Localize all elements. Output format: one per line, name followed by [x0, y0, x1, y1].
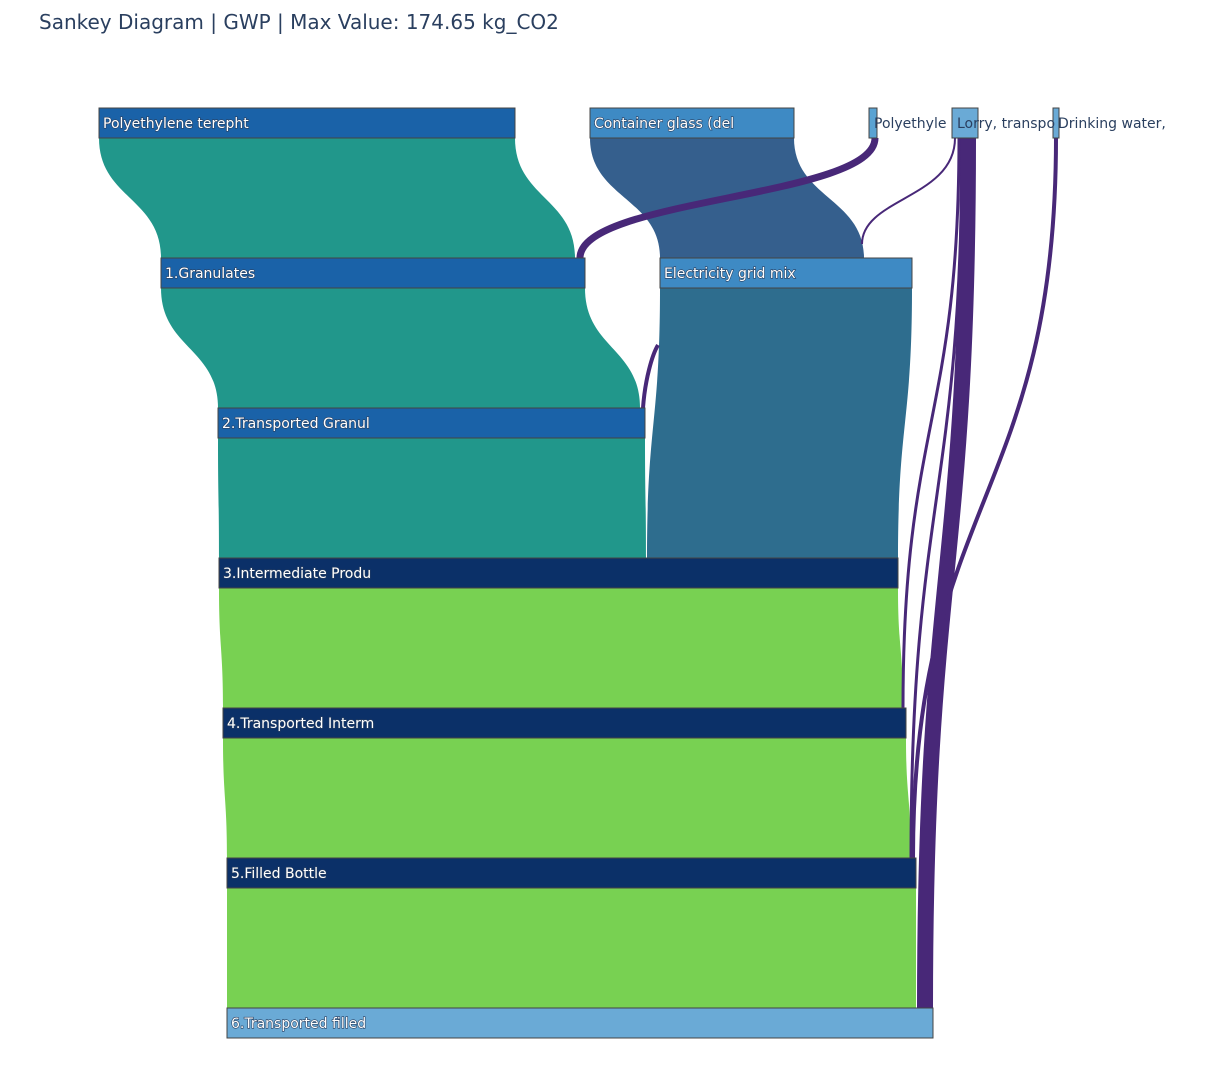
- link-lorry-to-transported-intermediate[interactable]: [901, 137, 961, 709]
- node-lorry-transport[interactable]: [951, 107, 979, 139]
- link-electricity-to-intermediate[interactable]: [647, 288, 912, 558]
- link-pet-to-granulates[interactable]: [99, 138, 575, 258]
- node-container-glass[interactable]: [589, 107, 795, 139]
- link-lorry-to-filled-bottle[interactable]: [909, 137, 964, 859]
- node-transported-filled[interactable]: [226, 1007, 934, 1039]
- label-electricity-grid-mix: Electricity grid mix: [664, 266, 796, 282]
- node-intermediate-product[interactable]: [218, 557, 899, 589]
- label-filled-bottle: 5.Filled Bottle: [231, 866, 327, 882]
- label-transported-granulates: 2.Transported Granul: [222, 416, 370, 432]
- link-filled-bottle-to-transported-filled[interactable]: [227, 888, 916, 1008]
- label-drinking-water: Drinking water,: [1058, 116, 1166, 132]
- link-transported-granulates-to-intermediate[interactable]: [218, 438, 646, 558]
- node-granulates[interactable]: [160, 257, 586, 289]
- node-pet[interactable]: [98, 107, 516, 139]
- label-intermediate-product: 3.Intermediate Produ: [223, 566, 371, 582]
- node-drinking-water[interactable]: [1052, 107, 1060, 139]
- link-lorry-to-electricity[interactable]: [861, 137, 956, 245]
- link-transported-intermediate-to-filled-bottle[interactable]: [223, 738, 911, 858]
- link-pe-to-granulates[interactable]: [576, 137, 879, 259]
- link-lorry-to-transported-filled[interactable]: [917, 137, 976, 1009]
- sankey-nodes: [98, 107, 1060, 1039]
- label-polyethylene: Polyethyle: [874, 116, 946, 132]
- node-polyethylene[interactable]: [868, 107, 878, 139]
- node-filled-bottle[interactable]: [226, 857, 917, 889]
- node-electricity-grid-mix[interactable]: [659, 257, 913, 289]
- link-lorry-to-transported-granulates[interactable]: [641, 343, 660, 409]
- link-water-to-filled-bottle[interactable]: [911, 137, 1058, 859]
- label-granulates: 1.Granulates: [165, 266, 255, 282]
- link-intermediate-to-transported-intermediate[interactable]: [219, 588, 903, 708]
- node-transported-intermediate[interactable]: [222, 707, 907, 739]
- link-granulates-to-transported-granulates[interactable]: [161, 288, 640, 408]
- label-pet: Polyethylene terepht: [103, 116, 249, 132]
- sankey-links: [99, 137, 1058, 1009]
- sankey-labels: Polyethylene terepht Container glass (de…: [102, 115, 1166, 1032]
- page-title: Sankey Diagram | GWP | Max Value: 174.65…: [39, 10, 559, 34]
- node-transported-granulates[interactable]: [217, 407, 646, 439]
- label-transported-intermediate: 4.Transported Interm: [227, 716, 374, 732]
- label-lorry-transport: Lorry, transpo: [957, 116, 1055, 132]
- label-transported-filled: 6.Transported filled: [231, 1016, 366, 1032]
- label-container-glass: Container glass (del: [594, 116, 734, 132]
